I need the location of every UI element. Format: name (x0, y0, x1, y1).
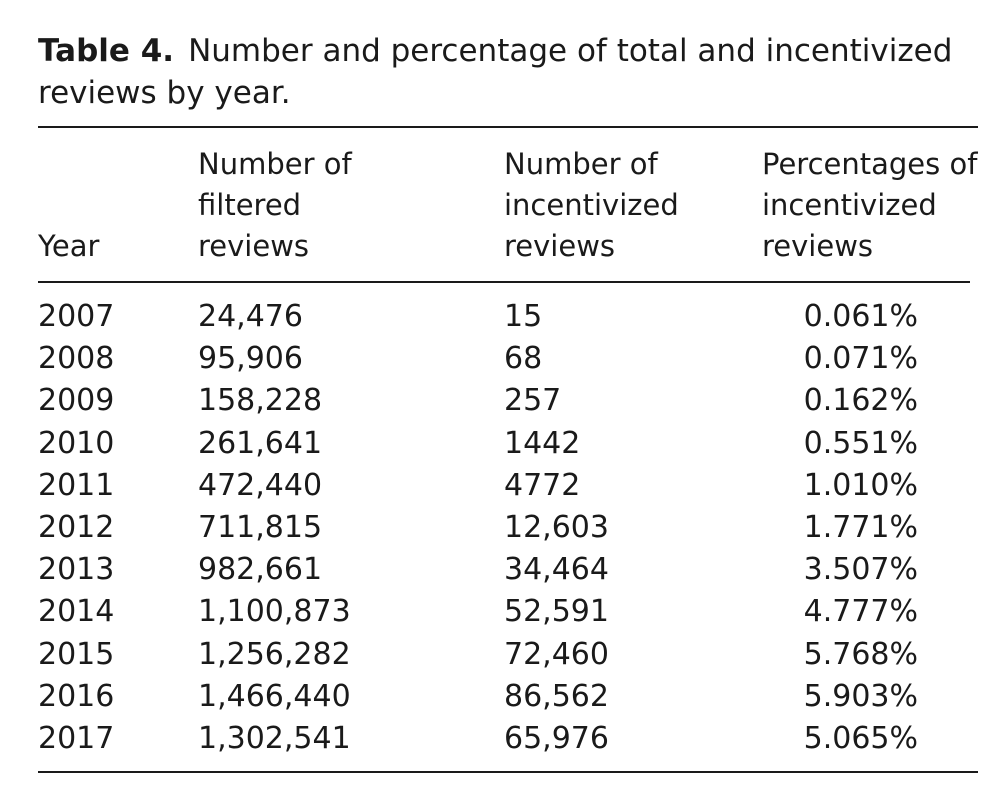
cell-incentivized-reviews: 65,976 (504, 720, 609, 756)
cell-filtered-reviews: 1,100,873 (198, 594, 351, 630)
table-row: 2008 95,906 68 0.071% (0, 338, 1000, 380)
table-body: 2007 24,476 15 0.061% 2008 95,906 68 0.071% 2009… (0, 296, 1000, 760)
cell-filtered-reviews: 158,228 (198, 383, 323, 419)
cell-year: 2014 (38, 594, 115, 630)
cell-incentivized-reviews: 15 (504, 299, 543, 334)
header-filtered-line: reviews (198, 229, 310, 263)
cell-year: 2011 (38, 467, 115, 503)
table-row: 2016 1,466,440 86,562 5.903% (0, 676, 1000, 718)
cell-percentage: 0.551% (803, 425, 918, 461)
cell-percentage: 1.010% (803, 467, 918, 503)
table-row: 2015 1,256,282 72,460 5.768% (0, 634, 1000, 676)
cell-incentivized-reviews: 257 (504, 383, 562, 419)
cell-year: 2008 (38, 341, 115, 377)
cell-filtered-reviews: 982,661 (198, 552, 323, 588)
cell-year: 2010 (38, 425, 115, 461)
cell-incentivized-reviews: 34,464 (504, 552, 609, 588)
cell-year: 2017 (38, 720, 115, 756)
table-row: 2011 472,440 4772 1.010% (0, 465, 1000, 507)
table-header-rule (38, 281, 970, 283)
header-percentage-line: reviews (762, 229, 874, 263)
cell-percentage: 5.768% (803, 636, 918, 672)
table-row: 2009 158,228 257 0.162% (0, 380, 1000, 422)
cell-filtered-reviews: 261,641 (198, 425, 323, 461)
header-filtered-reviews: Number of filtered reviews (198, 144, 478, 267)
cell-incentivized-reviews: 1442 (504, 425, 581, 461)
cell-percentage: 0.071% (803, 341, 918, 377)
header-filtered-line: Number of (198, 147, 352, 181)
cell-incentivized-reviews: 68 (504, 341, 543, 377)
cell-incentivized-reviews: 86,562 (504, 678, 609, 714)
cell-year: 2016 (38, 678, 115, 714)
table-row: 2017 1,302,541 65,976 5.065% (0, 718, 1000, 760)
cell-percentage: 1.771% (803, 509, 918, 545)
header-incentivized-line: incentivized (504, 188, 679, 222)
cell-percentage: 0.061% (803, 299, 918, 334)
table-row: 2014 1,100,873 52,591 4.777% (0, 591, 1000, 633)
header-percentage-incentivized: Percentages of incentivized reviews (762, 144, 992, 267)
cell-incentivized-reviews: 72,460 (504, 636, 609, 672)
cell-percentage: 3.507% (803, 552, 918, 588)
cell-filtered-reviews: 711,815 (198, 509, 323, 545)
cell-percentage: 5.065% (803, 720, 918, 756)
cell-percentage: 0.162% (803, 383, 918, 419)
cell-year: 2015 (38, 636, 115, 672)
cell-filtered-reviews: 95,906 (198, 341, 303, 377)
cell-year: 2009 (38, 383, 115, 419)
table-top-rule (38, 126, 978, 128)
cell-percentage: 4.777% (803, 594, 918, 630)
cell-filtered-reviews: 1,466,440 (198, 678, 351, 714)
header-incentivized-reviews: Number of incentivized reviews (504, 144, 754, 267)
cell-filtered-reviews: 472,440 (198, 467, 323, 503)
cell-year: 2007 (38, 299, 115, 334)
table-row: 2012 711,815 12,603 1.771% (0, 507, 1000, 549)
table-caption: Table 4. Number and percentage of total a… (38, 30, 978, 114)
table-row: 2010 261,641 1442 0.551% (0, 423, 1000, 465)
cell-percentage: 5.903% (803, 678, 918, 714)
header-year: Year (38, 229, 100, 263)
table-bottom-rule (38, 771, 978, 773)
cell-filtered-reviews: 1,256,282 (198, 636, 351, 672)
header-incentivized-line: Number of (504, 147, 658, 181)
table-caption-text: Number and percentage of total and incen… (38, 33, 953, 111)
cell-filtered-reviews: 24,476 (198, 299, 303, 334)
cell-incentivized-reviews: 52,591 (504, 594, 609, 630)
table-row: 2007 24,476 15 0.061% (0, 296, 1000, 338)
header-incentivized-line: reviews (504, 229, 616, 263)
header-percentage-line: Percentages of (762, 147, 978, 181)
table-row: 2013 982,661 34,464 3.507% (0, 549, 1000, 591)
table-caption-label: Table 4. (38, 33, 175, 69)
header-filtered-line: filtered (198, 188, 302, 222)
cell-filtered-reviews: 1,302,541 (198, 720, 351, 756)
cell-incentivized-reviews: 12,603 (504, 509, 609, 545)
header-percentage-line: incentivized (762, 188, 937, 222)
cell-year: 2013 (38, 552, 115, 588)
cell-year: 2012 (38, 509, 115, 545)
cell-incentivized-reviews: 4772 (504, 467, 581, 503)
